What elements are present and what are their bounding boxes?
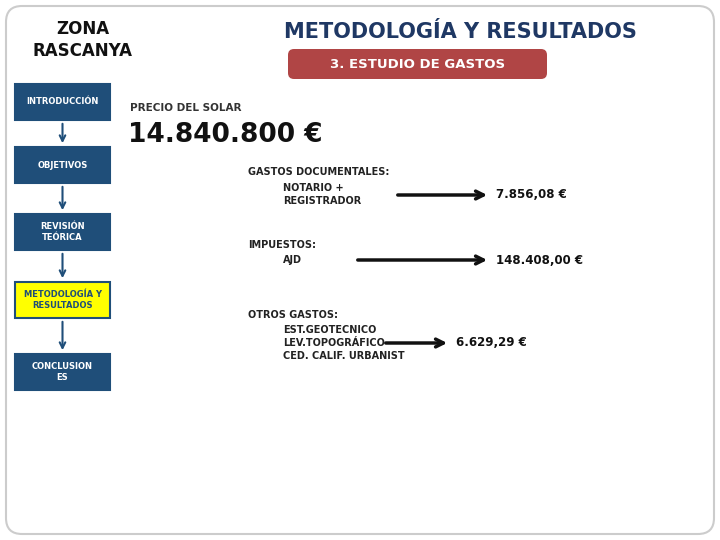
Text: GASTOS DOCUMENTALES:: GASTOS DOCUMENTALES: <box>248 167 390 177</box>
Text: AJD: AJD <box>283 255 302 265</box>
FancyBboxPatch shape <box>15 147 110 183</box>
Text: NOTARIO +: NOTARIO + <box>283 183 343 193</box>
Text: REGISTRADOR: REGISTRADOR <box>283 196 361 206</box>
Text: EST.GEOTECNICO: EST.GEOTECNICO <box>283 325 377 335</box>
Text: LEV.TOPOGRÁFICO: LEV.TOPOGRÁFICO <box>283 338 385 348</box>
Text: INTRODUCCIÓN: INTRODUCCIÓN <box>27 98 99 106</box>
FancyBboxPatch shape <box>15 282 110 318</box>
Text: 14.840.800 €: 14.840.800 € <box>128 122 323 148</box>
Text: OBJETIVOS: OBJETIVOS <box>37 160 88 170</box>
Text: METODOLOGÍA Y
RESULTADOS: METODOLOGÍA Y RESULTADOS <box>24 290 102 310</box>
FancyBboxPatch shape <box>288 49 547 79</box>
Text: 3. ESTUDIO DE GASTOS: 3. ESTUDIO DE GASTOS <box>330 57 505 71</box>
Text: PRECIO DEL SOLAR: PRECIO DEL SOLAR <box>130 103 241 113</box>
FancyBboxPatch shape <box>15 84 110 120</box>
Text: REVISIÓN
TEÓRICA: REVISIÓN TEÓRICA <box>40 222 85 242</box>
Text: 6.629,29 €: 6.629,29 € <box>456 336 527 349</box>
Text: METODOLOGÍA Y RESULTADOS: METODOLOGÍA Y RESULTADOS <box>284 22 636 42</box>
Text: OTROS GASTOS:: OTROS GASTOS: <box>248 310 338 320</box>
Text: IMPUESTOS:: IMPUESTOS: <box>248 240 316 250</box>
FancyBboxPatch shape <box>15 214 110 250</box>
Text: 148.408,00 €: 148.408,00 € <box>496 253 583 267</box>
Text: 7.856,08 €: 7.856,08 € <box>496 188 567 201</box>
FancyBboxPatch shape <box>6 6 714 534</box>
Text: CED. CALIF. URBANIST: CED. CALIF. URBANIST <box>283 351 405 361</box>
FancyBboxPatch shape <box>15 354 110 390</box>
Text: ZONA
RASCANYA: ZONA RASCANYA <box>33 20 133 60</box>
Text: CONCLUSION
ES: CONCLUSION ES <box>32 362 93 382</box>
